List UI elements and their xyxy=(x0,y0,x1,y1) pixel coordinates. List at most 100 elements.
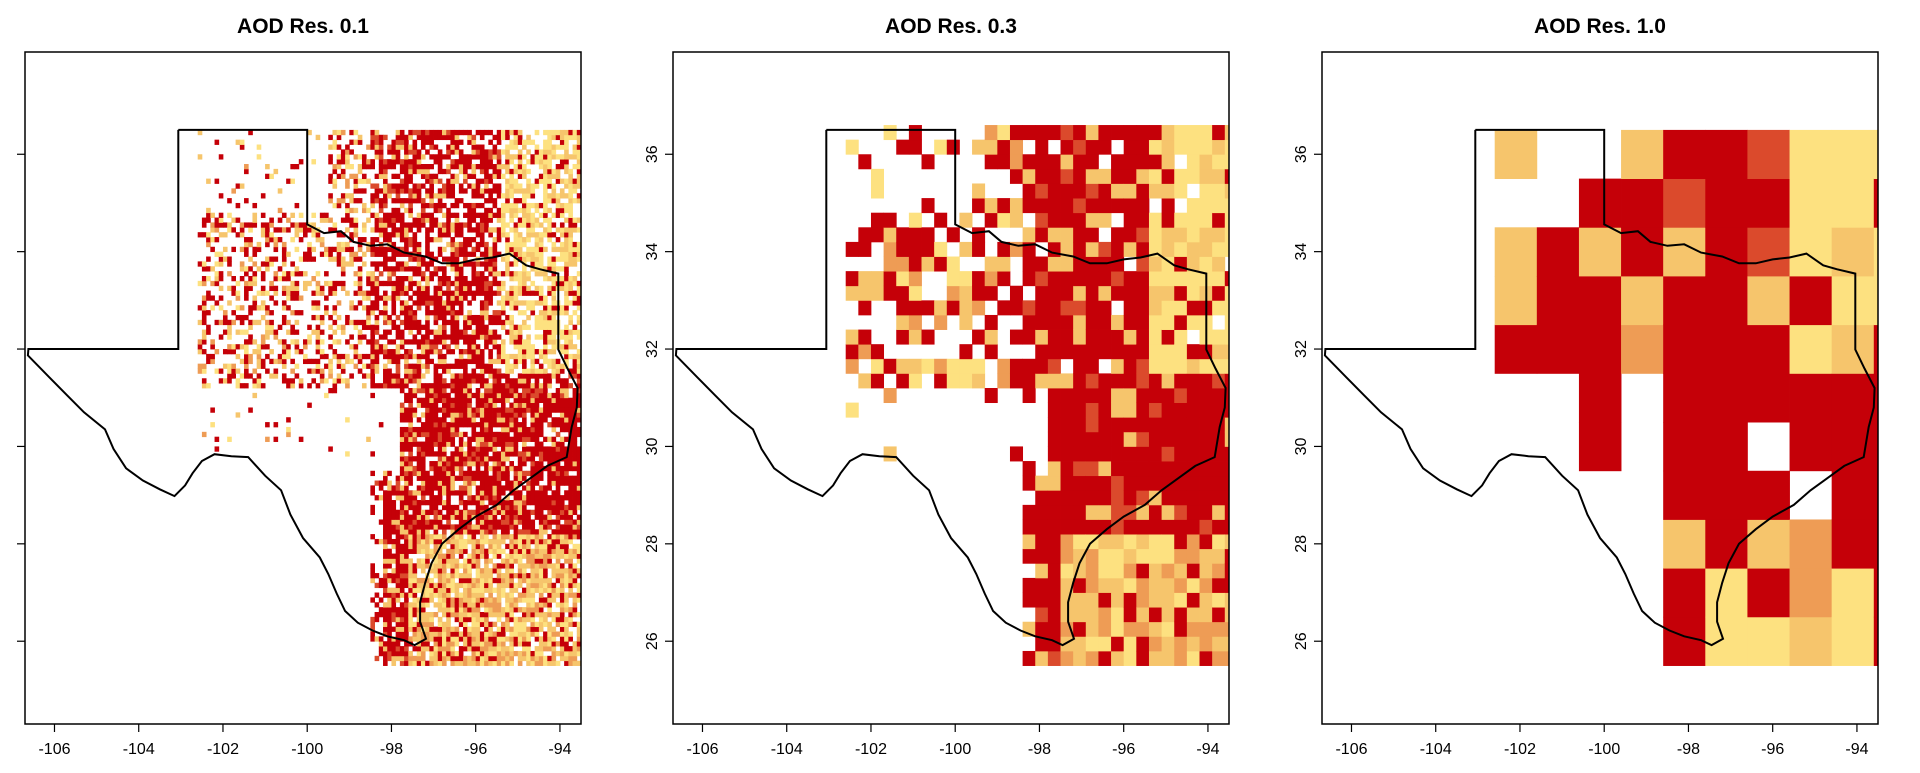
aod-cell xyxy=(383,169,388,174)
aod-cell xyxy=(450,641,455,646)
aod-cell xyxy=(539,427,544,432)
aod-cell xyxy=(471,174,476,179)
aod-cell xyxy=(387,188,392,193)
aod-cell xyxy=(476,232,481,237)
aod-cell xyxy=(476,617,481,622)
aod-cell xyxy=(375,281,380,286)
aod-cell xyxy=(488,539,493,544)
aod-cell xyxy=(375,154,380,159)
aod-cell xyxy=(450,183,455,188)
aod-cell xyxy=(539,320,544,325)
aod-cell xyxy=(459,607,464,612)
aod-cell xyxy=(261,222,266,227)
aod-cell xyxy=(400,232,405,237)
aod-cell xyxy=(568,222,573,227)
aod-cell xyxy=(295,330,300,335)
aod-cell xyxy=(459,578,464,583)
aod-cell xyxy=(505,164,510,169)
aod-cell xyxy=(413,544,418,549)
aod-cell xyxy=(552,466,557,471)
aod-cell xyxy=(476,130,481,135)
aod-cell xyxy=(497,407,502,412)
aod-cell xyxy=(514,378,519,383)
aod-cell xyxy=(455,252,460,257)
aod-cell xyxy=(505,593,510,598)
aod-cell xyxy=(518,271,523,276)
aod-cell xyxy=(425,281,430,286)
aod-cell xyxy=(429,510,434,515)
aod-cell xyxy=(484,261,489,266)
aod-cell xyxy=(467,631,472,636)
aod-cell xyxy=(522,446,527,451)
aod-cell xyxy=(370,597,375,602)
aod-cell xyxy=(244,364,249,369)
aod-cell xyxy=(547,476,552,481)
aod-cell xyxy=(236,412,241,417)
aod-cell xyxy=(552,281,557,286)
aod-cell xyxy=(345,451,350,456)
aod-cell xyxy=(484,534,489,539)
aod-cell xyxy=(560,188,565,193)
aod-cell xyxy=(328,334,333,339)
aod-cell xyxy=(413,320,418,325)
aod-cell xyxy=(543,179,548,184)
aod-cell xyxy=(450,378,455,383)
aod-cell xyxy=(493,398,498,403)
aod-cell xyxy=(391,257,396,262)
aod-cell xyxy=(400,334,405,339)
aod-cell xyxy=(484,403,489,408)
aod-cell xyxy=(560,651,565,656)
aod-cell xyxy=(366,305,371,310)
aod-cell xyxy=(219,252,224,257)
aod-cell xyxy=(455,232,460,237)
aod-cell xyxy=(425,203,430,208)
aod-cell xyxy=(400,578,405,583)
aod-cell xyxy=(421,300,426,305)
aod-cell xyxy=(514,505,519,510)
aod-cell xyxy=(556,495,561,500)
aod-cell xyxy=(450,422,455,427)
aod-cell xyxy=(455,286,460,291)
aod-cell xyxy=(438,198,443,203)
aod-cell xyxy=(476,412,481,417)
aod-cell xyxy=(552,286,557,291)
aod-cell xyxy=(564,159,569,164)
aod-cell xyxy=(446,617,451,622)
aod-cell xyxy=(543,188,548,193)
aod-cell xyxy=(552,422,557,427)
aod-cell xyxy=(552,135,557,140)
aod-cell xyxy=(286,417,291,422)
aod-cell xyxy=(476,646,481,651)
aod-cell xyxy=(269,295,274,300)
aod-cell xyxy=(556,422,561,427)
aod-cell xyxy=(471,291,476,296)
aod-cell xyxy=(497,505,502,510)
aod-cell xyxy=(252,320,257,325)
aod-cell xyxy=(484,339,489,344)
aod-cell xyxy=(413,490,418,495)
aod-cell xyxy=(573,281,578,286)
aod-cell xyxy=(463,583,468,588)
aod-cell xyxy=(425,218,430,223)
aod-cell xyxy=(425,339,430,344)
aod-cell xyxy=(438,631,443,636)
aod-cell xyxy=(505,627,510,632)
aod-cell xyxy=(484,417,489,422)
aod-cell xyxy=(514,427,519,432)
aod-cell xyxy=(484,198,489,203)
aod-cell xyxy=(459,500,464,505)
aod-cell xyxy=(467,602,472,607)
aod-cell xyxy=(223,320,228,325)
aod-cell xyxy=(471,456,476,461)
aod-cell xyxy=(480,534,485,539)
aod-cell xyxy=(286,295,291,300)
aod-cell xyxy=(417,588,422,593)
aod-cell xyxy=(488,364,493,369)
aod-cell xyxy=(434,485,439,490)
aod-cell xyxy=(400,169,405,174)
aod-cell xyxy=(480,213,485,218)
aod-cell xyxy=(484,427,489,432)
aod-cell xyxy=(354,325,359,330)
aod-cell xyxy=(413,310,418,315)
aod-cell xyxy=(552,242,557,247)
